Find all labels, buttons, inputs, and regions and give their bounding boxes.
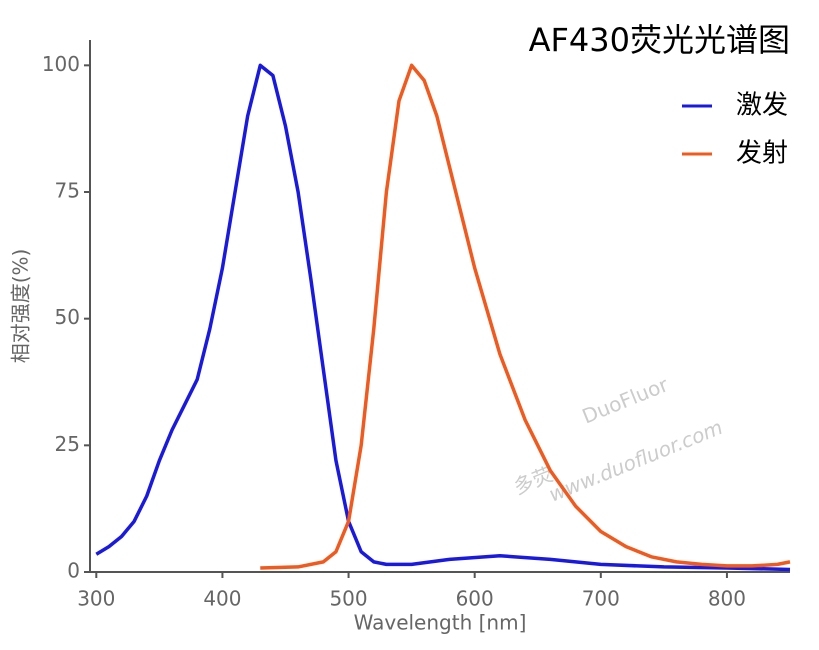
y-tick-label: 50: [55, 305, 80, 329]
chart-title: AF430荧光光谱图: [529, 21, 790, 59]
x-tick-label: 800: [708, 587, 746, 611]
y-tick-label: 75: [55, 179, 80, 203]
x-tick-label: 700: [582, 587, 620, 611]
x-tick-label: 500: [329, 587, 367, 611]
y-tick-label: 0: [67, 559, 80, 583]
legend-label: 发射: [736, 139, 788, 169]
line: [260, 63, 791, 570]
legend-label: 激发: [736, 91, 788, 121]
x-axis-label: Wavelength [nm]: [354, 611, 527, 635]
watermark: www.duofluor.com: [545, 415, 726, 507]
x-tick-label: 400: [203, 587, 241, 611]
y-tick-label: 25: [55, 432, 80, 456]
x-tick-label: 300: [77, 587, 115, 611]
watermark: DuoFluor: [579, 372, 673, 428]
y-tick-label: 100: [42, 52, 80, 76]
line: [95, 63, 791, 572]
y-axis-label: 相对强度(%): [9, 249, 33, 364]
x-tick-label: 600: [456, 587, 494, 611]
